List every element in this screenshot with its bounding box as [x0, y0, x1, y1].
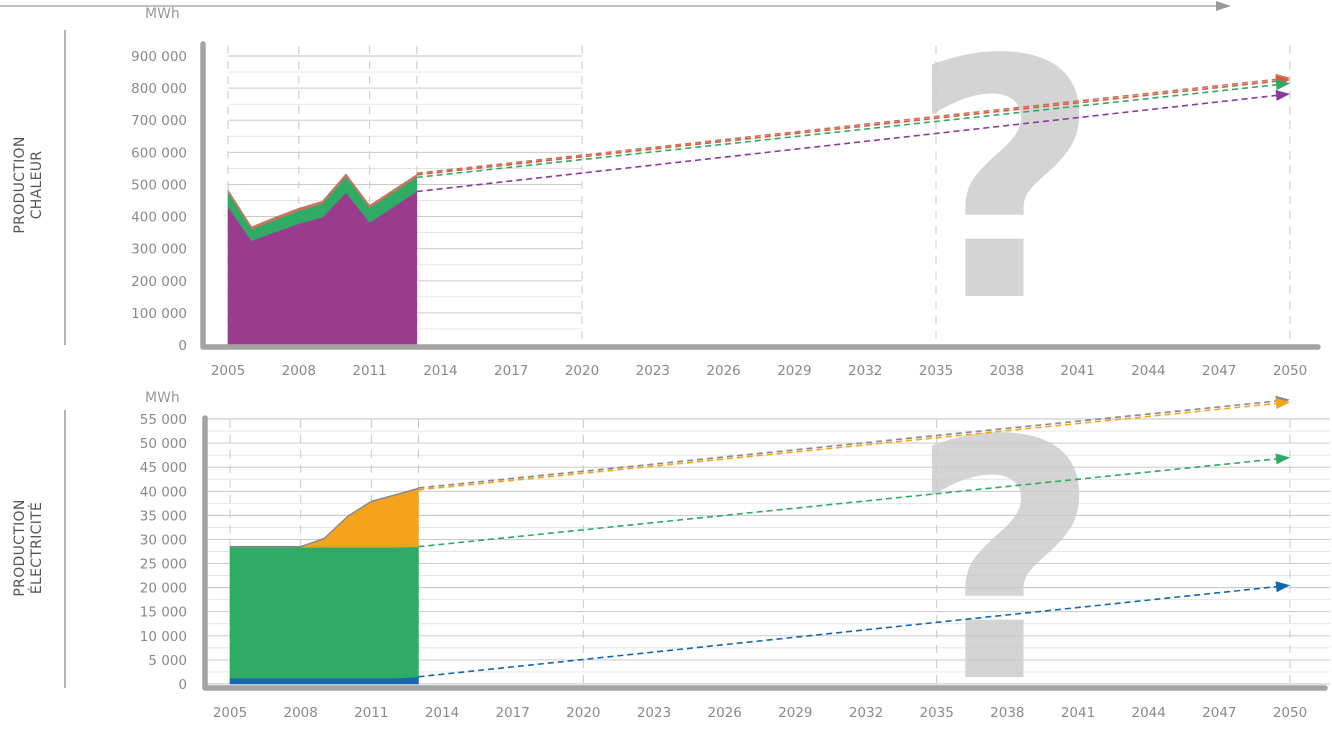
x-tick-label: 2047	[1202, 705, 1236, 721]
y-tick-label: 5 000	[148, 653, 187, 669]
x-tick-label: 2032	[848, 363, 882, 379]
x-tick-label: 2017	[494, 363, 528, 379]
stacked-areas	[229, 487, 419, 685]
x-tick-label: 2026	[707, 705, 741, 721]
axes	[200, 41, 1321, 350]
x-tick-label: 2041	[1061, 705, 1095, 721]
projection-arrowhead-1	[1275, 398, 1290, 409]
x-tick-label: 2023	[636, 363, 670, 379]
y-tick-label: 25 000	[140, 557, 187, 573]
y-tick-label: 0	[178, 338, 187, 354]
x-tick-label: 2050	[1273, 363, 1307, 379]
side-label: PRODUCTIONCHALEUR	[12, 136, 45, 233]
projection-line-1	[418, 402, 1283, 491]
y-tick-label: 600 000	[131, 145, 187, 161]
axis-lines	[200, 41, 1321, 350]
x-tick-label: 2044	[1131, 363, 1165, 379]
y-unit-label: MWh	[145, 6, 180, 22]
projection-line-2	[418, 457, 1283, 548]
projection-line-0	[418, 399, 1283, 489]
y-tick-label: 40 000	[140, 484, 187, 500]
x-tick-label: 2005	[211, 363, 245, 379]
y-tick-label: 100 000	[131, 306, 187, 322]
x-tick-label: 2047	[1202, 363, 1236, 379]
x-tick-label: 2011	[354, 705, 388, 721]
x-tick-label: 2041	[1060, 363, 1094, 379]
projection-arrowhead-2	[1275, 453, 1290, 465]
side-label: PRODUCTIONÉLECTRICITÉ	[12, 499, 45, 596]
side-label-line: PRODUCTION	[12, 499, 28, 596]
x-tick-label: 2020	[565, 363, 599, 379]
side-label-line: CHALEUR	[29, 151, 45, 220]
y-tick-label: 35 000	[140, 508, 187, 524]
x-tick-label: 2014	[425, 705, 459, 721]
side-label-line: ÉLECTRICITÉ	[28, 502, 45, 594]
x-tick-label: 2032	[849, 705, 883, 721]
y-tick-label: 20 000	[140, 581, 187, 597]
y-tick-label: 45 000	[140, 460, 187, 476]
projection-line-1	[416, 79, 1283, 176]
x-tick-label: 2023	[637, 705, 671, 721]
x-tick-label: 2020	[566, 705, 600, 721]
y-tick-label: 10 000	[140, 629, 187, 645]
x-tick-label: 2005	[213, 705, 247, 721]
projection-arrowhead-3	[1275, 581, 1290, 593]
y-tick-label: 800 000	[131, 81, 187, 97]
projection-line-2	[416, 83, 1283, 179]
projections	[416, 73, 1290, 193]
x-tick-label: 2050	[1273, 705, 1307, 721]
projection-line-0	[416, 77, 1283, 175]
heat-production-panel: PRODUCTIONCHALEUR ? MWh 0 100 000 200 000 300 …	[12, 0, 1321, 379]
stacked-areas	[227, 173, 418, 346]
y-tick-label: 0	[178, 677, 187, 693]
projection-line-3	[416, 93, 1283, 193]
y-unit-label: MWh	[145, 390, 180, 406]
area-series-3	[229, 487, 419, 548]
x-tick-label: 2035	[919, 705, 953, 721]
question-mark: ?	[909, 371, 1100, 729]
electricity-production-panel: PRODUCTIONÉLECTRICITÉ ? MWh 0 5 000 10 000 15 …	[12, 371, 1330, 729]
y-tick-label: 55 000	[140, 412, 187, 428]
y-tick-label: 900 000	[131, 49, 187, 65]
y-tick-label: 400 000	[131, 210, 187, 226]
projection-arrowhead-2	[1275, 79, 1290, 91]
area-series-1	[229, 546, 419, 679]
side-label-line: PRODUCTION	[12, 136, 28, 233]
y-tick-label: 700 000	[131, 113, 187, 129]
x-tick-label: 2017	[495, 705, 529, 721]
projection-line-3	[418, 585, 1283, 678]
x-tick-label: 2011	[352, 363, 386, 379]
x-tick-label: 2035	[919, 363, 953, 379]
y-tick-label: 30 000	[140, 532, 187, 548]
question-mark: ?	[909, 0, 1100, 374]
y-tick-label: 50 000	[140, 436, 187, 452]
x-tick-label: 2014	[423, 363, 457, 379]
y-tick-label: 500 000	[131, 177, 187, 193]
y-tick-label: 15 000	[140, 605, 187, 621]
timeline-arrow	[0, 1, 1231, 11]
projections	[418, 395, 1290, 678]
x-tick-label: 2026	[706, 363, 740, 379]
x-tick-label: 2029	[777, 363, 811, 379]
x-tick-label: 2038	[990, 705, 1024, 721]
x-tick-label: 2038	[990, 363, 1024, 379]
axis-lines	[202, 415, 1328, 691]
x-tick-label: 2029	[778, 705, 812, 721]
x-tick-label: 2044	[1131, 705, 1165, 721]
axes	[202, 415, 1328, 691]
y-tick-label: 300 000	[131, 242, 187, 258]
x-tick-label: 2008	[283, 705, 317, 721]
x-tick-label: 2008	[282, 363, 316, 379]
projection-arrowhead-3	[1275, 90, 1290, 101]
y-tick-label: 200 000	[131, 274, 187, 290]
